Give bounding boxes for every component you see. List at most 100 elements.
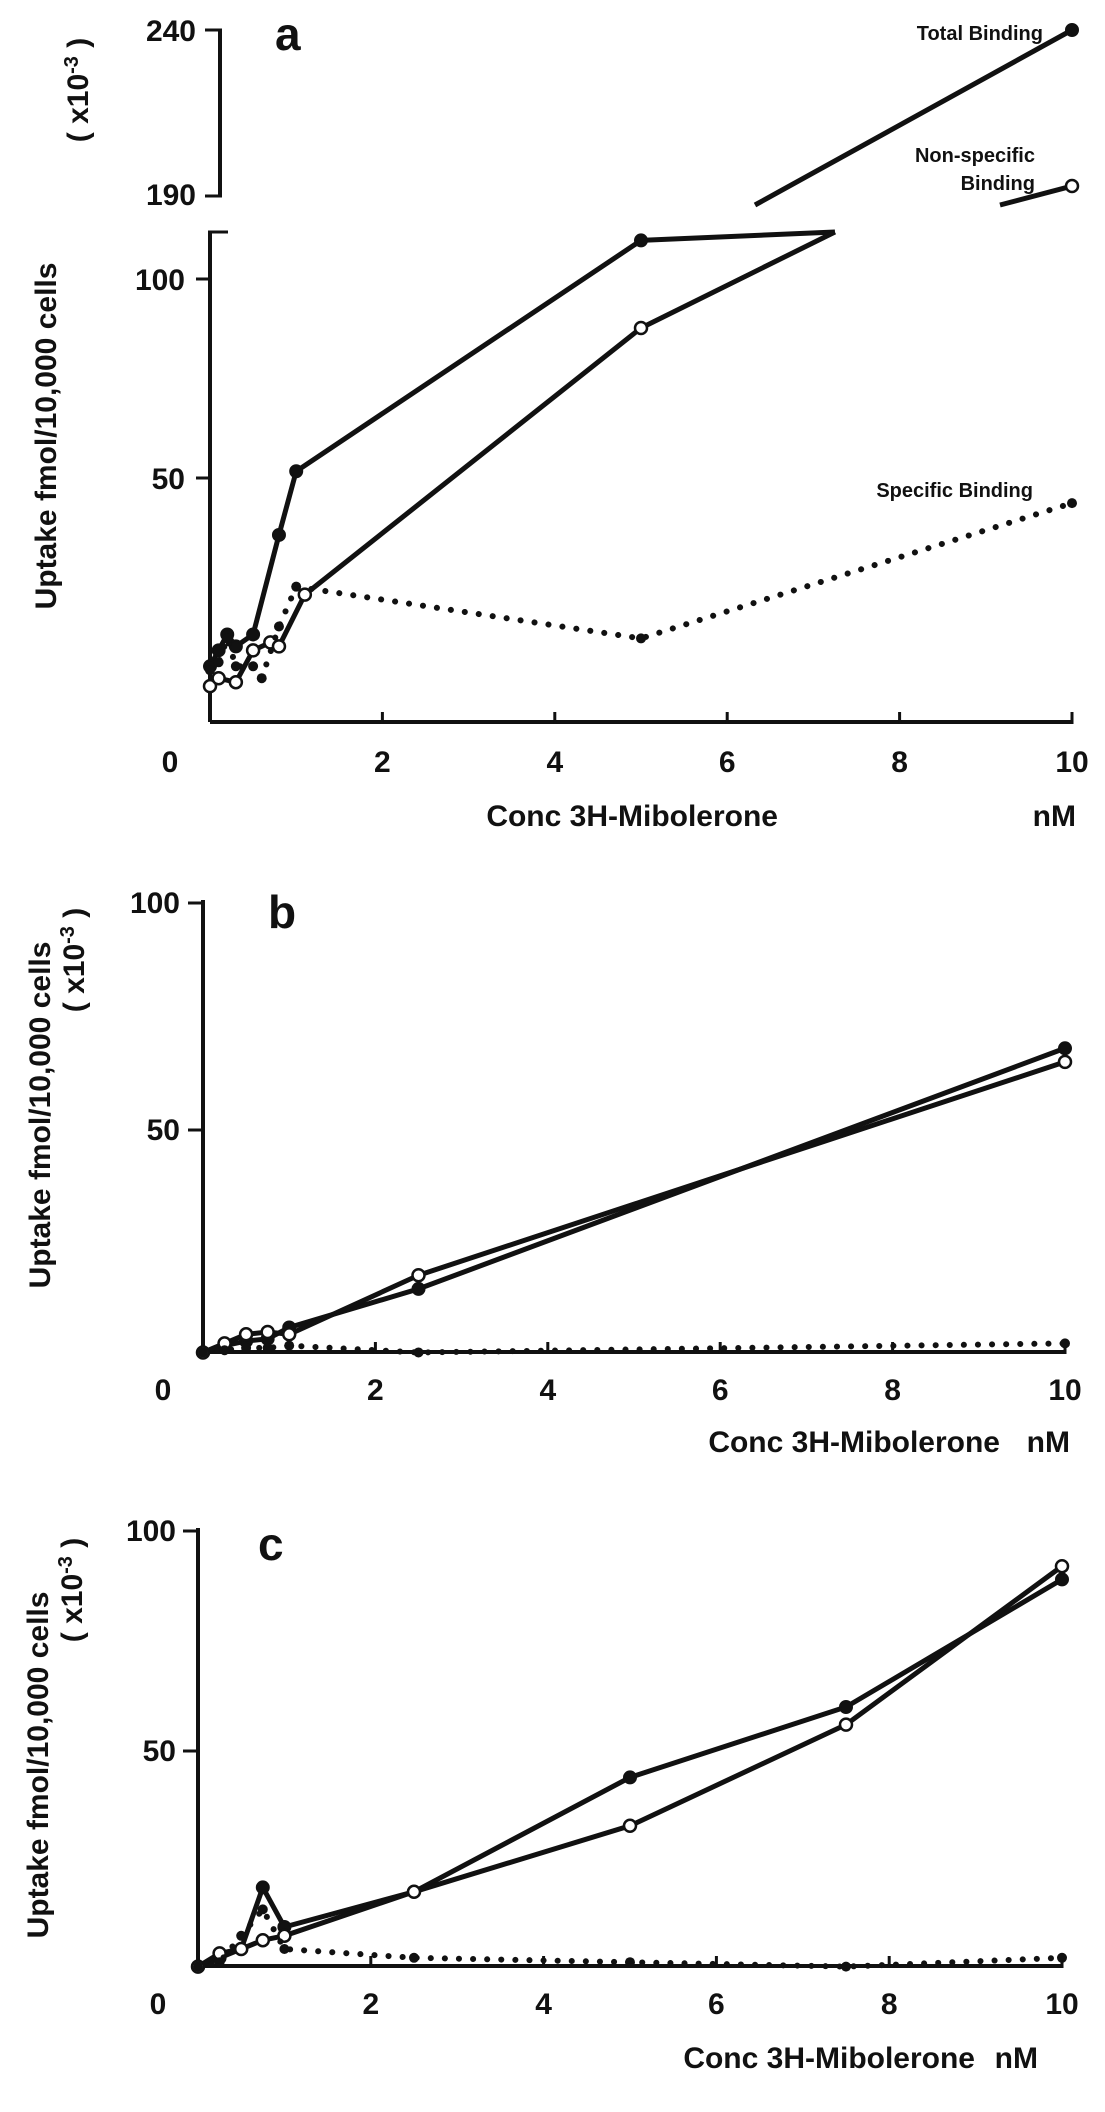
panel-a-data-point (1067, 498, 1077, 509)
panel-c-x-tick-label: 4 (535, 1988, 552, 2021)
panel-a-data-point (297, 587, 313, 602)
panel-b-data-point (1060, 1338, 1070, 1349)
panel-b-data-point (1057, 1054, 1073, 1070)
panel-a-data-point (633, 320, 649, 336)
panel-a-x-unit: nM (1033, 800, 1076, 833)
panel-b-y-label-50: 50 (147, 1114, 180, 1147)
panel-a-series-line-continuation-0 (640, 229, 836, 243)
panel-c: c 100 50 0 2 4 6 8 10 Uptake fmol/10,000 cell… (22, 1515, 1079, 2075)
panel-a-x-tick-label: 0 (162, 746, 179, 779)
panel-a-y-label-50: 50 (152, 463, 185, 496)
panel-c-x-tick-label: 6 (708, 1988, 725, 2021)
panel-a: a 240 190 100 50 0 2 4 6 8 10 Uptake fmol/10,… (30, 8, 1089, 833)
panel-b-y-unit-exp: -3 (57, 926, 79, 944)
panel-c-x-ticks: 0 2 4 6 8 10 (150, 1956, 1079, 2021)
panel-c-y-unit-close: ) (56, 1538, 89, 1556)
panel-b-data-point (238, 1327, 254, 1342)
panel-a-data-point (246, 627, 261, 642)
panel-c-data-point (623, 1770, 637, 1785)
panel-c-y-label-100: 100 (126, 1515, 176, 1548)
panel-a-data-point (1064, 178, 1080, 194)
panel-c-data-point (625, 1957, 635, 1968)
panel-b-x-title: Conc 3H-Mibolerone (708, 1426, 1000, 1459)
panel-c-data-point (406, 1884, 422, 1900)
panel-b-data-point (241, 1342, 252, 1353)
panel-c-data-point (841, 1961, 851, 1972)
panel-a-x-tick-label: 4 (546, 746, 563, 779)
panel-b-x-tick-label: 8 (884, 1374, 901, 1407)
panel-b-x-tick-label: 6 (712, 1374, 729, 1407)
annotation-total-binding: Total Binding (917, 23, 1043, 45)
panel-b-y-unit: ( x10-3 ) (57, 908, 91, 1013)
panel-a-series-line-continuation-1 (639, 229, 837, 331)
panel-a-data-point (271, 639, 287, 654)
panel-a-plot-area (202, 23, 1080, 694)
panel-a-data-point (202, 678, 218, 694)
panel-c-data-point (193, 1961, 203, 1972)
panel-a-data-point (271, 527, 286, 542)
panel-c-data-point (255, 1880, 270, 1895)
panel-a-data-point (634, 233, 648, 248)
panel-a-data-point (291, 581, 302, 592)
panel-c-data-point (839, 1700, 853, 1714)
panel-b-x-tick-label: 10 (1048, 1374, 1081, 1407)
panel-a-x-title: Conc 3H-Mibolerone (486, 800, 778, 833)
panel-c-x-unit: nM (995, 2042, 1038, 2075)
panel-a-x-tick-label: 2 (374, 746, 391, 779)
panel-c-data-point (255, 1932, 271, 1948)
panel-c-x-tick-label: 10 (1045, 1988, 1078, 2021)
panel-c-x-tick-label: 8 (881, 1988, 898, 2021)
panel-a-series-line-0 (207, 238, 643, 668)
panel-a-y-title: Uptake fmol/10,000 cells (30, 263, 63, 610)
panel-b-x-ticks: 0 2 4 6 8 10 (155, 1342, 1082, 1407)
panel-a-data-point (228, 674, 244, 690)
panel-a-data-point (228, 639, 243, 654)
panel-b-data-point (413, 1347, 424, 1358)
annotation-non-specific: Non-specific (915, 145, 1035, 167)
panel-c-data-point (1054, 1558, 1070, 1574)
panel-b-data-point (281, 1327, 297, 1342)
panel-c-y-unit: ( x10-3 ) (55, 1538, 89, 1643)
panel-a-y-label-100: 100 (135, 264, 185, 297)
panel-b-y-unit-close: ) (58, 908, 91, 926)
panel-b-data-point (1058, 1041, 1072, 1056)
panel-a-y-label-190: 190 (146, 179, 196, 212)
panel-a-data-point (636, 633, 646, 644)
panel-b-data-point (262, 1342, 273, 1353)
panel-b-x-unit: nM (1027, 1426, 1070, 1459)
panel-c-data-point (214, 1957, 225, 1968)
panel-c-data-point (233, 1941, 249, 1957)
panel-b-plot-area (195, 1041, 1073, 1360)
panel-a-x-tick-label: 8 (891, 746, 908, 779)
panel-c-y-unit-exp: -3 (55, 1556, 77, 1574)
panel-b-x-tick-label: 0 (155, 1374, 172, 1407)
panel-a-y-label-240: 240 (146, 15, 196, 48)
panel-a-y-unit-close: ) (62, 38, 95, 56)
panel-b-data-point (284, 1340, 295, 1351)
panel-c-data-point (838, 1717, 854, 1732)
panel-c-data-point (1055, 1572, 1069, 1587)
panel-a-x-tick-label: 6 (719, 746, 736, 779)
panel-a-data-point (256, 673, 267, 684)
panel-c-data-point (257, 1904, 268, 1915)
annotation-specific-binding: Specific Binding (876, 480, 1033, 502)
panel-a-series-line-upper-1 (999, 183, 1073, 208)
panel-c-y-label-50: 50 (143, 1735, 176, 1768)
panel-a-y-unit-exp: -3 (61, 56, 83, 74)
panel-c-y-title: Uptake fmol/10,000 cells (22, 1592, 55, 1939)
panel-a-data-point (222, 633, 233, 644)
panel-c-data-point (236, 1930, 247, 1941)
panel-b-x-tick-label: 4 (539, 1374, 556, 1407)
panel-a-data-point (213, 657, 224, 668)
annotation-binding: Binding (961, 173, 1035, 195)
panel-a-data-point (211, 670, 226, 686)
panel-a-data-point (248, 661, 259, 672)
panel-c-data-point (409, 1952, 419, 1963)
panel-a-y-unit: ( x10-3 ) (61, 38, 95, 143)
panel-b-data-point (198, 1347, 208, 1358)
panel-c-x-title: Conc 3H-Mibolerone (683, 2042, 975, 2075)
panel-a-data-point (205, 665, 215, 676)
panel-b-series-line-0 (202, 1045, 1066, 1355)
panel-a-x-ticks: 0 2 4 6 8 10 (162, 712, 1089, 779)
